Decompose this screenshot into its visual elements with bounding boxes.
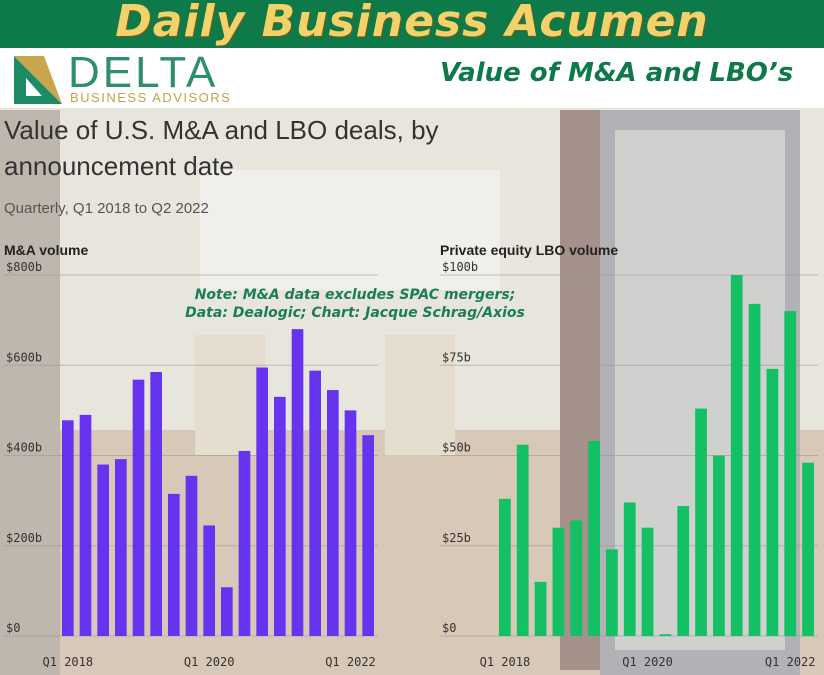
ma-bar: [150, 372, 162, 636]
lbo-y-tick-label: $25b: [442, 531, 471, 545]
lbo-bar: [659, 634, 672, 636]
ma-bar: [97, 464, 109, 636]
logo-wordmark: DELTA: [68, 48, 219, 97]
lbo-bar: [570, 520, 583, 636]
banner-title: Daily Business Acumen: [115, 0, 709, 47]
ma-x-tick-label: Q1 2020: [184, 655, 235, 669]
lbo-bar: [516, 444, 529, 636]
lbo-bar: [641, 527, 654, 636]
ma-bar: [132, 379, 145, 636]
header-subtitle: Value of M&A and LBO’s: [440, 58, 794, 88]
ma-bar: [344, 410, 357, 636]
source-note: Note: M&A data excludes SPAC mergers; Da…: [150, 286, 560, 322]
ma-y-tick-label: $0: [6, 621, 20, 635]
ma-bar: [362, 435, 374, 636]
ma-bar: [185, 475, 198, 636]
lbo-bar: [534, 581, 547, 636]
ma-x-tick-label: Q1 2018: [43, 655, 94, 669]
ma-bar: [256, 367, 268, 636]
lbo-bar: [606, 549, 618, 636]
lbo-x-tick-label: Q1 2020: [622, 655, 673, 669]
chart-subtitle: Quarterly, Q1 2018 to Q2 2022: [4, 200, 209, 217]
ma-bar: [309, 370, 321, 636]
lbo-y-tick-label: $0: [442, 621, 456, 635]
note-line-1: Note: M&A data excludes SPAC mergers;: [194, 287, 516, 303]
logo-bar: [0, 48, 824, 108]
lbo-y-tick-label: $75b: [442, 350, 471, 364]
ma-y-tick-label: $200b: [6, 531, 42, 545]
ma-y-tick-label: $400b: [6, 441, 42, 455]
delta-logo-icon: [14, 56, 62, 104]
header-banner: [0, 0, 824, 48]
ma-bar: [62, 420, 74, 636]
ma-bar: [327, 390, 339, 636]
lbo-x-tick-label: Q1 2018: [480, 655, 531, 669]
ma-x-tick-label: Q1 2022: [325, 655, 376, 669]
lbo-bar: [784, 311, 797, 636]
ma-bar: [238, 450, 251, 636]
lbo-x-tick-label: Q1 2022: [765, 655, 816, 669]
ma-panel-title: M&A volume: [4, 242, 89, 258]
lbo-bar: [552, 527, 565, 636]
ma-bar: [115, 459, 127, 636]
lbo-bar: [588, 441, 600, 636]
lbo-bar: [499, 498, 511, 636]
lbo-y-tick-label: $100b: [442, 260, 478, 274]
ma-y-tick-label: $600b: [6, 350, 42, 364]
ma-bar: [274, 396, 286, 636]
lbo-bar: [730, 275, 743, 636]
lbo-bar: [713, 455, 725, 636]
chart-title: Value of U.S. M&A and LBO deals, by anno…: [4, 115, 439, 181]
ma-bar: [291, 329, 304, 636]
ma-bar: [221, 587, 233, 636]
ma-bar: [203, 525, 215, 636]
lbo-bar: [623, 502, 636, 636]
lbo-bar: [677, 506, 690, 636]
lbo-bar: [748, 303, 761, 636]
note-line-2: Data: Dealogic; Chart: Jacque Schrag/Axi…: [185, 305, 525, 321]
lbo-panel-title: Private equity LBO volume: [440, 242, 619, 258]
lbo-bar: [802, 462, 814, 636]
lbo-bar: [766, 368, 779, 636]
ma-y-tick-label: $800b: [6, 260, 42, 274]
logo-subtitle: BUSINESS ADVISORS: [70, 90, 232, 105]
lbo-bar: [695, 408, 707, 636]
ma-bar: [79, 414, 92, 636]
lbo-y-tick-label: $50b: [442, 441, 471, 455]
ma-bar: [168, 493, 180, 636]
